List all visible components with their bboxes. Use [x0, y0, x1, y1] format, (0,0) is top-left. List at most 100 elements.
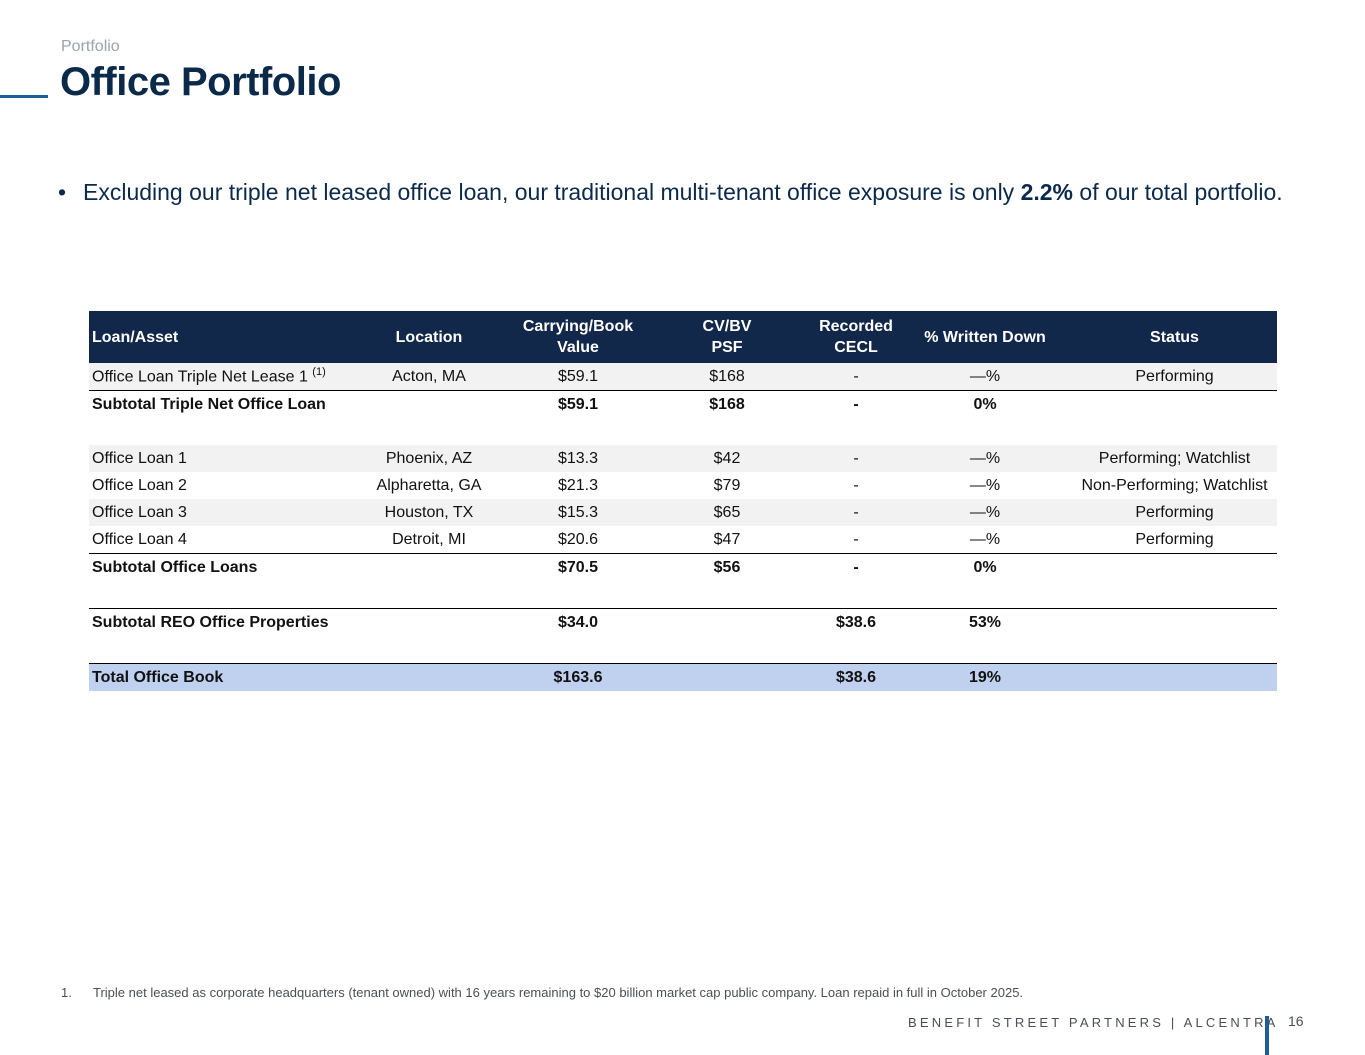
cell-cecl: -	[853, 476, 859, 494]
cell-location: Detroit, MI	[392, 530, 466, 548]
cell-psf: $42	[640, 445, 814, 472]
table-row: Office Loan 4 Detroit, MI $20.6 $47 - —%…	[89, 526, 1277, 554]
cell-status	[1072, 390, 1277, 418]
cell-cecl: -	[814, 445, 898, 472]
cell-written: 0%	[898, 390, 1072, 418]
cell-written: —%	[898, 445, 1072, 472]
table-row: Office Loan 1 Phoenix, AZ $13.3 $42 - —%…	[89, 445, 1277, 472]
cell-cecl: -	[853, 530, 859, 548]
cell-psf: $56	[640, 553, 814, 581]
cell-psf	[640, 663, 814, 691]
cell-status	[1072, 553, 1277, 581]
cell-psf: $79	[713, 476, 741, 494]
cell-value: $70.5	[516, 553, 640, 581]
cell-name: Subtotal REO Office Properties	[89, 608, 342, 636]
brand-accent-bar	[1265, 1016, 1269, 1055]
col-header-cecl-line2: CECL	[834, 339, 878, 356]
table-row-subtotal-loans: Subtotal Office Loans $70.5 $56 - 0%	[89, 553, 1277, 581]
cell-status	[1072, 608, 1277, 636]
section-label: Portfolio	[61, 38, 120, 55]
cell-written: 53%	[898, 608, 1072, 636]
cell-value: $20.6	[557, 530, 599, 548]
col-header-cvbv-psf: CV/BV PSF	[640, 311, 814, 363]
cell-written: 19%	[898, 663, 1072, 691]
cell-value: $15.3	[516, 499, 640, 526]
col-header-location: Location	[342, 311, 516, 363]
cell-cecl: $38.6	[814, 663, 898, 691]
table-row-total: Total Office Book $163.6 $38.6 19%	[89, 663, 1277, 691]
cell-cecl: $38.6	[814, 608, 898, 636]
cell-status: Performing	[1072, 499, 1277, 526]
table-row-subtotal-triple-net: Subtotal Triple Net Office Loan $59.1 $1…	[89, 390, 1277, 418]
cell-value: $13.3	[516, 445, 640, 472]
col-header-status: Status	[1072, 311, 1277, 363]
cell-cecl: -	[814, 363, 898, 391]
cell-location	[342, 608, 516, 636]
cell-location	[342, 553, 516, 581]
cell-written: —%	[898, 499, 1072, 526]
cell-location: Acton, MA	[342, 363, 516, 391]
page-title: Office Portfolio	[60, 60, 341, 104]
table-spacer-row	[89, 418, 1277, 445]
cell-value: $34.0	[516, 608, 640, 636]
cell-name: Office Loan 1	[89, 445, 342, 472]
title-accent-rule	[0, 95, 48, 98]
footnote-number: 1.	[61, 985, 72, 1000]
bullet-text-before: Excluding our triple net leased office l…	[83, 179, 1021, 205]
cell-value: $163.6	[516, 663, 640, 691]
col-header-cvbv-line1: CV/BV	[702, 318, 752, 335]
cell-name: Total Office Book	[89, 663, 342, 691]
cell-name: Subtotal Triple Net Office Loan	[89, 390, 342, 418]
col-header-loan-asset: Loan/Asset	[89, 311, 342, 363]
cell-name: Office Loan 3	[89, 499, 342, 526]
cell-name: Office Loan 4	[92, 530, 187, 548]
bullet-text: Excluding our triple net leased office l…	[83, 178, 1283, 207]
cell-psf: $47	[713, 530, 741, 548]
cell-location	[342, 390, 516, 418]
cell-psf: $168	[640, 363, 814, 391]
col-header-carrying-value: Carrying/Book Value	[516, 311, 640, 363]
col-header-carrying-line2: Value	[557, 339, 599, 356]
col-header-carrying-line1: Carrying/Book	[522, 318, 634, 335]
cell-location: Alpharetta, GA	[376, 476, 482, 494]
col-header-recorded-cecl: Recorded CECL	[814, 311, 898, 363]
cell-written: —%	[969, 530, 1001, 548]
table-row: Office Loan 2 Alpharetta, GA $21.3 $79 -…	[89, 472, 1277, 499]
col-header-cecl-line1: Recorded	[819, 318, 893, 335]
cell-value: $59.1	[516, 390, 640, 418]
table-row: Office Loan 3 Houston, TX $15.3 $65 - —%…	[89, 499, 1277, 526]
cell-value: $21.3	[557, 476, 599, 494]
cell-location: Phoenix, AZ	[342, 445, 516, 472]
cell-written: —%	[969, 476, 1001, 494]
cell-psf: $65	[640, 499, 814, 526]
bullet-highlight: 2.2%	[1020, 179, 1074, 205]
table-spacer-row	[89, 581, 1277, 609]
cell-cecl: -	[814, 499, 898, 526]
summary-bullet: • Excluding our triple net leased office…	[58, 178, 1288, 207]
bullet-text-after: of our total portfolio.	[1073, 179, 1283, 205]
brand-footer: BENEFIT STREET PARTNERS | ALCENTRA	[908, 1015, 1279, 1030]
cell-psf	[640, 608, 814, 636]
cell-status: Performing	[1135, 530, 1214, 548]
cell-cecl: -	[814, 390, 898, 418]
cell-location	[342, 663, 516, 691]
office-portfolio-table: Loan/Asset Location Carrying/Book Value C…	[89, 311, 1277, 691]
cell-written: 0%	[898, 553, 1072, 581]
table-header-row: Loan/Asset Location Carrying/Book Value C…	[89, 311, 1277, 363]
cell-name-text: Office Loan Triple Net Lease 1	[92, 368, 308, 386]
col-header-written-down: % Written Down	[898, 311, 1072, 363]
cell-status: Performing	[1072, 363, 1277, 391]
cell-name: Office Loan Triple Net Lease 1 (1)	[89, 363, 342, 391]
table-row-subtotal-reo: Subtotal REO Office Properties $34.0 $38…	[89, 608, 1277, 636]
cell-name: Subtotal Office Loans	[89, 553, 342, 581]
cell-status	[1072, 663, 1277, 691]
footnote-ref: (1)	[312, 366, 326, 379]
cell-location: Houston, TX	[342, 499, 516, 526]
cell-value: $59.1	[516, 363, 640, 391]
cell-psf: $168	[640, 390, 814, 418]
cell-status: Performing; Watchlist	[1072, 445, 1277, 472]
table-spacer-row	[89, 636, 1277, 664]
page-number: 16	[1288, 1013, 1304, 1029]
col-header-cvbv-line2: PSF	[711, 339, 743, 356]
footnote-text: Triple net leased as corporate headquart…	[93, 985, 1024, 1000]
